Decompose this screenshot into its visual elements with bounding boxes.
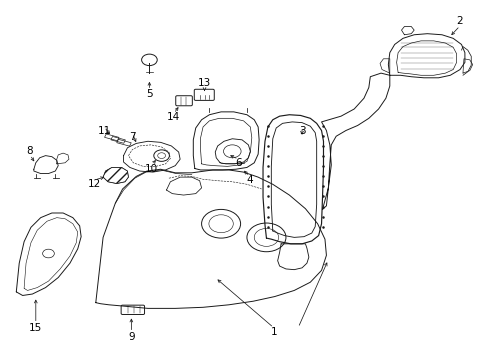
Text: 1: 1 — [270, 327, 277, 337]
Bar — [104, 134, 119, 141]
Text: 5: 5 — [146, 89, 152, 99]
Text: 13: 13 — [198, 78, 211, 88]
Text: 4: 4 — [245, 175, 252, 185]
Text: 10: 10 — [145, 163, 158, 174]
Text: 14: 14 — [167, 112, 180, 122]
Text: 9: 9 — [128, 332, 134, 342]
Bar — [111, 136, 125, 143]
Text: 3: 3 — [298, 126, 305, 135]
Text: 8: 8 — [26, 145, 33, 156]
Bar — [117, 139, 131, 146]
Text: 15: 15 — [29, 323, 42, 333]
Text: 7: 7 — [129, 132, 135, 142]
Text: 11: 11 — [97, 126, 110, 135]
Text: 12: 12 — [87, 179, 101, 189]
Text: 6: 6 — [235, 158, 242, 168]
Text: 2: 2 — [456, 17, 463, 27]
